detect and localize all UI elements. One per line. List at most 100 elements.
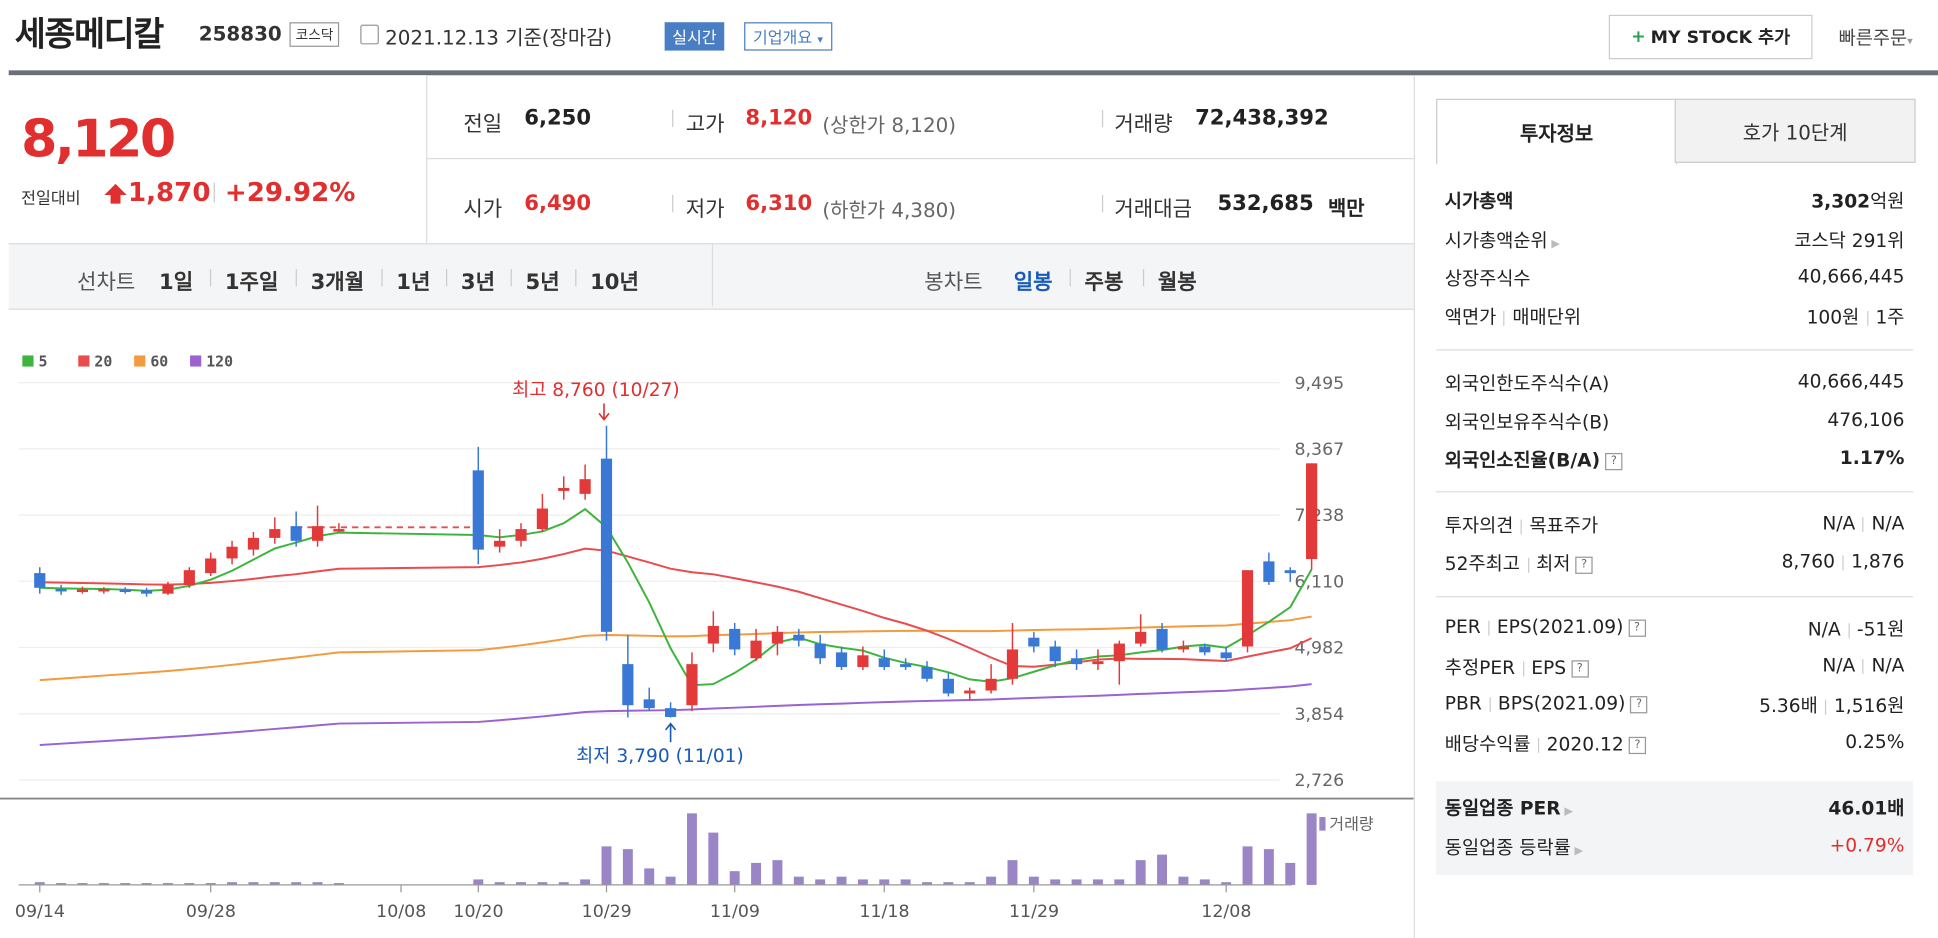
volume-bar [772, 860, 783, 885]
row-opinion: 투자의견 목표주가 N/A N/A [1445, 512, 1905, 538]
row-par: 액면가 매매단위 100원 1주 [1445, 304, 1905, 330]
tab-invest-info[interactable]: 투자정보 [1436, 98, 1678, 165]
volume-bar [1178, 876, 1189, 885]
y-tick-label: 7,238 [1294, 506, 1344, 526]
volume-bar [686, 813, 697, 885]
x-tick-label: 09/14 [15, 902, 65, 922]
volume-bar [516, 882, 526, 885]
unit: 1주 [1875, 306, 1905, 329]
candle-body [34, 573, 46, 588]
bps-label: BPS(2021.09) [1497, 692, 1626, 715]
row-industry-rate: 동일업종 등락률 ▶ +0.79% [1445, 834, 1905, 860]
help-icon[interactable]: ? [1628, 736, 1647, 754]
amount: 532,685 [1217, 191, 1314, 216]
up-arrow-icon [104, 183, 127, 204]
tab-daily[interactable]: 일봉 [1013, 270, 1053, 295]
row-shares: 상장주식수 40,666,445 [1445, 265, 1905, 291]
separator [1101, 109, 1104, 128]
help-icon[interactable]: ? [1571, 659, 1589, 677]
candle-body [269, 529, 281, 538]
help-icon[interactable]: ? [1575, 556, 1593, 574]
volume-bar [1199, 879, 1210, 885]
tab-weekly[interactable]: 주봉 [1084, 270, 1124, 295]
ind-rate-label[interactable]: 동일업종 등락률 [1444, 836, 1571, 860]
industry-box [1436, 781, 1914, 876]
tab-3m[interactable]: 3개월 [310, 270, 365, 295]
volume-bar [77, 883, 88, 885]
high-arrow-icon [598, 403, 610, 421]
market-badge: 코스닥 [289, 22, 340, 47]
shares: 40,666,445 [1797, 265, 1905, 288]
candle-body [55, 588, 67, 592]
quick-order-label: 빠른주문 [1838, 27, 1908, 50]
x-tick-label: 11/09 [710, 902, 760, 922]
volume-label: 거래량 [1114, 112, 1173, 137]
legend-label-60: 60 [150, 353, 168, 371]
volume-bar [162, 883, 173, 885]
volume-bar [1157, 854, 1168, 885]
row-52w: 52주최고 최저? 8,760 1,876 [1445, 550, 1905, 576]
row-market-cap: 시가총액 3,302억원 [1445, 188, 1905, 214]
tab-monthly[interactable]: 월봉 [1157, 270, 1197, 295]
tab-1d[interactable]: 1일 [159, 270, 194, 295]
candle-body [985, 678, 997, 691]
target-label: 목표주가 [1529, 514, 1599, 537]
rank-label[interactable]: 시가총액순위 [1444, 229, 1548, 252]
separator [1069, 269, 1071, 287]
volume-bar [291, 882, 302, 885]
overview-label: 기업개요 [752, 29, 813, 49]
div-year: 2020.12 [1546, 733, 1624, 756]
volume-bar [205, 883, 216, 885]
tab-5y[interactable]: 5년 [525, 270, 560, 295]
candle-body [793, 634, 805, 641]
w52-low: 1,876 [1851, 550, 1905, 573]
tab-1w[interactable]: 1주일 [224, 270, 279, 295]
volume-bar [793, 876, 804, 885]
tab-3y[interactable]: 3년 [460, 270, 496, 295]
tab-10y[interactable]: 10년 [590, 270, 639, 295]
candle-body [686, 664, 698, 706]
volume-bar [601, 846, 612, 885]
tab-1y[interactable]: 1년 [396, 270, 431, 295]
diff-separator [213, 182, 215, 203]
volume-bar [622, 849, 633, 885]
low-annotation: 최저 3,790 (11/01) [576, 746, 744, 767]
legend-label-120: 120 [206, 353, 233, 371]
realtime-button[interactable]: 실시간 [664, 22, 725, 51]
volume-bar [537, 882, 548, 885]
market-cap-label: 시가총액 [1444, 190, 1514, 213]
dividend: 0.25% [1845, 730, 1905, 753]
foreign-rate: 1.17% [1839, 446, 1905, 469]
div-label: 배당수익률 [1444, 733, 1531, 756]
legend-swatch-60 [134, 355, 146, 367]
volume-bar [473, 879, 484, 885]
volume-bar [900, 879, 911, 885]
quick-order-dropdown[interactable]: 빠른주문▾ [1839, 25, 1913, 51]
price-chart[interactable]: 5 20 60 120 9,495 8,367 7,238 6,110 4,982 3,854 2,… [0, 309, 1414, 938]
volume-bar [1071, 879, 1082, 885]
separator [209, 269, 212, 287]
help-icon[interactable]: ? [1630, 695, 1648, 713]
add-mystock-button[interactable]: + MY STOCK 추가 [1608, 14, 1813, 60]
volume-bar [248, 882, 259, 885]
help-icon[interactable]: ? [1628, 618, 1646, 637]
shares-label: 상장주식수 [1444, 267, 1531, 291]
separator [445, 269, 448, 287]
high-price: 8,120 [745, 106, 813, 131]
tab-order-book[interactable]: 호가 10단계 [1674, 98, 1916, 163]
price-rate: +29.92% [224, 177, 356, 208]
x-tick-label: 12/08 [1201, 902, 1251, 922]
volume-bar [333, 883, 344, 885]
candle-body [600, 458, 613, 632]
volume-bar [558, 882, 569, 885]
candle-body [1006, 649, 1019, 679]
company-overview-dropdown[interactable]: 기업개요 ▾ [744, 22, 832, 51]
candle-body [1135, 631, 1147, 644]
volume-bar [1306, 813, 1317, 885]
rank: 코스닥 291위 [1794, 229, 1905, 252]
candle-body [900, 664, 912, 668]
legend-swatch-120 [190, 355, 202, 367]
x-tick-label: 11/29 [1009, 902, 1059, 922]
ind-per-label[interactable]: 동일업종 PER [1444, 797, 1561, 820]
help-icon[interactable]: ? [1605, 452, 1623, 470]
